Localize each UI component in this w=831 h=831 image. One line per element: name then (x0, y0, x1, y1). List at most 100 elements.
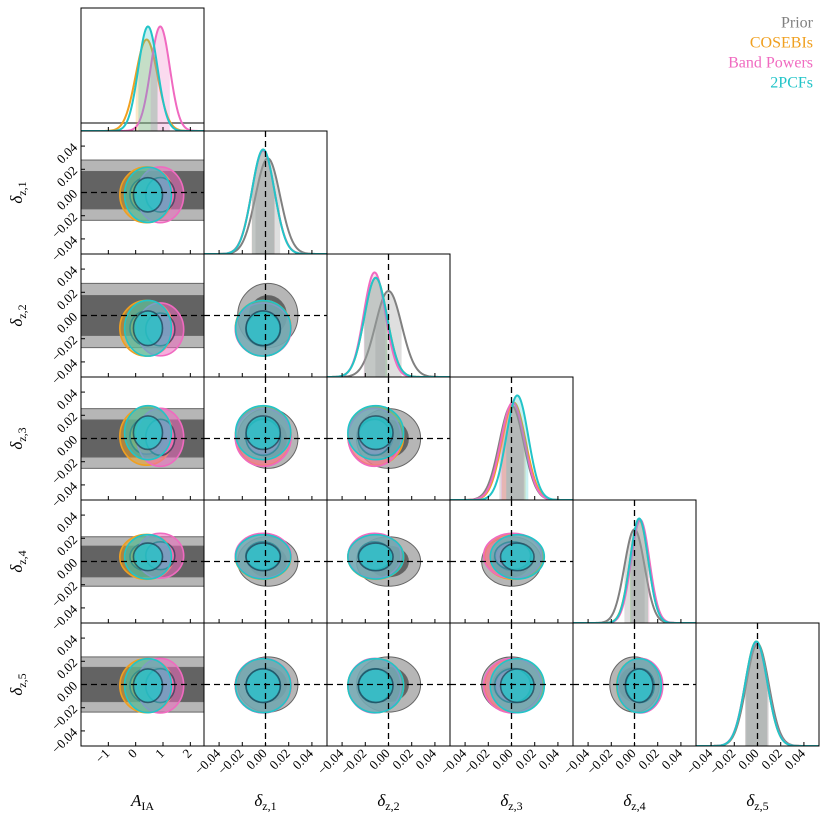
posterior-contour (357, 542, 394, 572)
y-tick-label: −0.04 (48, 601, 80, 633)
credible-region (745, 641, 768, 746)
y-axis-label: δz,4 (7, 550, 29, 572)
label-symbol: δ (7, 564, 26, 573)
y-tick-label: 0.02 (54, 163, 81, 190)
credible-region (251, 150, 275, 254)
x-axis-label: δz,5 (746, 791, 768, 813)
y-tick-label: 0.00 (54, 432, 81, 459)
x-tick-label: 0.02 (512, 746, 539, 773)
label-symbol: δ (746, 791, 755, 810)
posterior-curve (81, 25, 204, 131)
y-tick-label: 0.04 (54, 139, 81, 166)
x-tick-label: 0.04 (412, 745, 439, 772)
y-tick-label: 0.00 (54, 555, 81, 582)
x-tick-label: 0.00 (366, 746, 393, 773)
posterior-contour (132, 310, 164, 347)
panel (696, 623, 819, 746)
y-tick-label: −0.02 (48, 578, 80, 610)
y-tick-label: −0.04 (48, 232, 80, 264)
credible-region (745, 642, 768, 746)
y-tick-label: 0.02 (54, 409, 81, 436)
panel (327, 254, 450, 377)
y-tick-label: 0.04 (54, 631, 81, 658)
y-tick-label: 0.00 (54, 186, 81, 213)
x-tick-label: −0.02 (707, 746, 739, 778)
y-tick-label: 0.04 (54, 508, 81, 535)
credible-region (251, 149, 275, 254)
x-tick-label: −0.02 (338, 746, 370, 778)
x-axis-label: δz,1 (254, 791, 276, 813)
label-symbol: δ (623, 791, 632, 810)
posterior-contour (499, 668, 535, 704)
x-tick-label: 0.04 (535, 745, 562, 772)
legend-entry: COSEBIs (750, 35, 813, 52)
posterior-contour (132, 668, 164, 704)
x-tick-label: 0.02 (758, 746, 785, 773)
label-symbol: δ (7, 687, 26, 696)
panel (450, 500, 573, 623)
x-tick-label: 0.02 (635, 746, 662, 773)
legend-entry: Prior (781, 15, 814, 32)
label-subscript: z,1 (262, 799, 276, 813)
y-tick-label: 0.02 (54, 286, 81, 313)
label-subscript: z,2 (385, 799, 399, 813)
y-axis-label: δz,5 (7, 673, 29, 695)
x-tick-label: 0.00 (243, 746, 270, 773)
credible-region (364, 277, 388, 377)
y-tick-label: 0.04 (54, 385, 81, 412)
panel (204, 254, 327, 377)
x-axis-label: δz,4 (623, 791, 645, 813)
panel (573, 623, 696, 746)
panel (204, 500, 327, 623)
label-subscript: IA (141, 799, 154, 813)
x-tick-label: −1 (92, 746, 112, 766)
y-tick-label: −0.04 (48, 355, 80, 387)
y-axis-label: δz,3 (7, 427, 29, 449)
x-tick-label: 0 (125, 746, 140, 761)
panel (81, 404, 204, 469)
y-tick-label: 0.02 (54, 532, 81, 559)
y-tick-label: −0.04 (48, 478, 80, 510)
panel (327, 623, 450, 746)
label-symbol: δ (7, 318, 26, 327)
x-tick-label: 1 (152, 746, 167, 761)
label-subscript: z,1 (15, 181, 29, 195)
label-subscript: z,5 (754, 799, 768, 813)
panel (204, 377, 327, 500)
x-tick-label: 0.04 (781, 745, 808, 772)
x-tick-label: 0.04 (289, 745, 316, 772)
label-symbol: δ (500, 791, 509, 810)
legend-entry: Band Powers (728, 55, 813, 72)
credible-region (251, 150, 275, 254)
y-tick-label: −0.02 (48, 209, 80, 241)
posterior-contour (357, 668, 394, 704)
credible-region (363, 272, 386, 377)
y-tick-label: 0.00 (54, 678, 81, 705)
x-tick-label: −0.02 (215, 746, 247, 778)
panel (327, 500, 450, 623)
credible-region (745, 641, 768, 746)
label-subscript: z,3 (15, 427, 29, 441)
y-tick-label: −0.02 (48, 701, 80, 733)
legend-entry: 2PCFs (770, 75, 813, 92)
posterior-contour (132, 415, 164, 451)
label-symbol: A (130, 791, 142, 810)
y-tick-label: −0.02 (48, 332, 80, 364)
x-tick-label: 0.02 (266, 746, 293, 773)
x-tick-label: 2 (179, 746, 194, 761)
posterior-contour (245, 415, 282, 451)
y-tick-label: 0.00 (54, 309, 81, 336)
x-tick-label: 0.04 (658, 745, 685, 772)
credible-region (500, 402, 525, 500)
panel (450, 377, 573, 500)
posterior-contour (132, 176, 164, 213)
y-tick-label: −0.04 (48, 724, 80, 756)
credible-region (624, 529, 645, 623)
label-symbol: δ (7, 195, 26, 204)
x-axis-label: δz,2 (377, 791, 399, 813)
credible-region (631, 519, 650, 623)
posterior-contour (245, 542, 282, 572)
label-symbol: δ (7, 441, 26, 450)
credible-region (364, 277, 388, 377)
